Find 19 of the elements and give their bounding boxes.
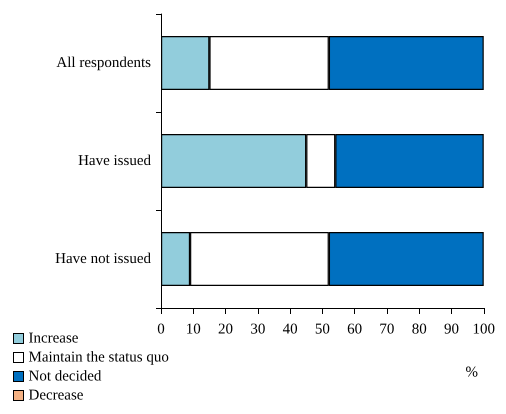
legend-label: Decrease	[28, 388, 84, 404]
y-tick-label: Have not issued	[55, 251, 152, 267]
x-tick-label: 30	[250, 322, 266, 338]
y-tick-label: All respondents	[56, 55, 152, 71]
x-tick-label: 40	[282, 322, 298, 338]
legend-label: Increase	[28, 330, 79, 346]
x-tick-label: 80	[412, 322, 427, 338]
x-tick-label: 20	[218, 322, 234, 338]
x-tick-label: 50	[314, 322, 330, 338]
x-tick-label: 60	[347, 322, 362, 338]
legend-label: Maintain the status quo	[28, 350, 169, 366]
y-tick-label: Have issued	[78, 153, 152, 169]
x-tick-label: 70	[379, 322, 394, 338]
x-tick-label: 10	[186, 322, 201, 338]
x-tick-label: 90	[444, 322, 459, 338]
x-tick-label: 0	[157, 322, 165, 338]
x-tick-label: 100	[472, 322, 495, 338]
x-axis-title: %	[466, 364, 478, 380]
legend-label: Not decided	[28, 368, 102, 384]
